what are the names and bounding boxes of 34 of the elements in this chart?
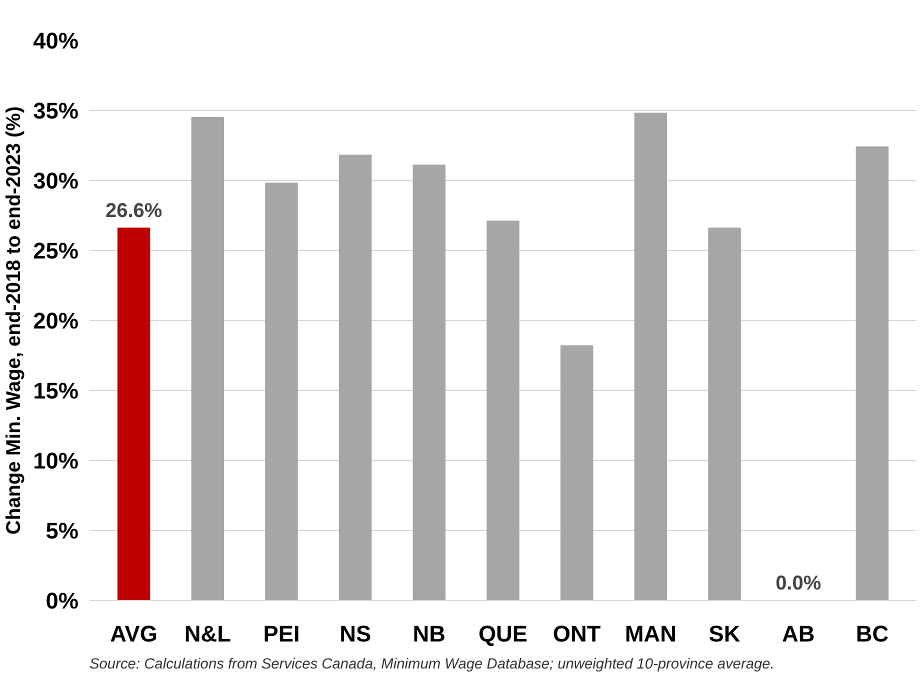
y-tick-label: 25% <box>33 238 79 264</box>
x-tick-label: N&L <box>184 620 232 646</box>
bar <box>634 112 668 600</box>
data-label: 0.0% <box>776 572 822 594</box>
x-tick-label: PEI <box>263 620 300 646</box>
x-tick-label: NS <box>340 620 372 646</box>
bar <box>856 146 889 600</box>
y-tick-label: 20% <box>33 308 79 334</box>
x-tick-label: SK <box>708 620 741 646</box>
x-tick-label: MAN <box>624 620 676 646</box>
x-tick-label: QUE <box>478 620 528 646</box>
x-tick-label: AVG <box>110 620 158 646</box>
x-tick-label: AB <box>782 620 815 646</box>
bar <box>338 154 372 600</box>
y-tick-label: 40% <box>33 28 79 54</box>
bar <box>560 345 594 600</box>
bar <box>117 228 150 600</box>
bar <box>486 220 520 600</box>
y-tick-label: 30% <box>33 168 79 194</box>
y-tick-label: 15% <box>33 378 79 404</box>
x-tick-label: NB <box>412 620 446 646</box>
data-label: 26.6% <box>105 200 162 222</box>
source-note: Source: Calculations from Services Canada, Minimum Wage Database; unweighted 10-province average. <box>90 656 774 672</box>
y-axis-title: Change Min. Wage, end-2018 to end-2023 (%) <box>3 106 26 535</box>
bar <box>265 182 298 600</box>
y-tick-label: 35% <box>33 98 79 124</box>
bar <box>191 117 224 600</box>
x-tick-label: ONT <box>552 620 601 646</box>
bar <box>412 164 446 600</box>
x-tick-label: BC <box>856 620 889 646</box>
y-tick-label: 10% <box>33 448 79 474</box>
bar <box>708 228 741 600</box>
y-tick-label: 5% <box>46 518 79 544</box>
y-tick-label: 0% <box>46 588 79 614</box>
